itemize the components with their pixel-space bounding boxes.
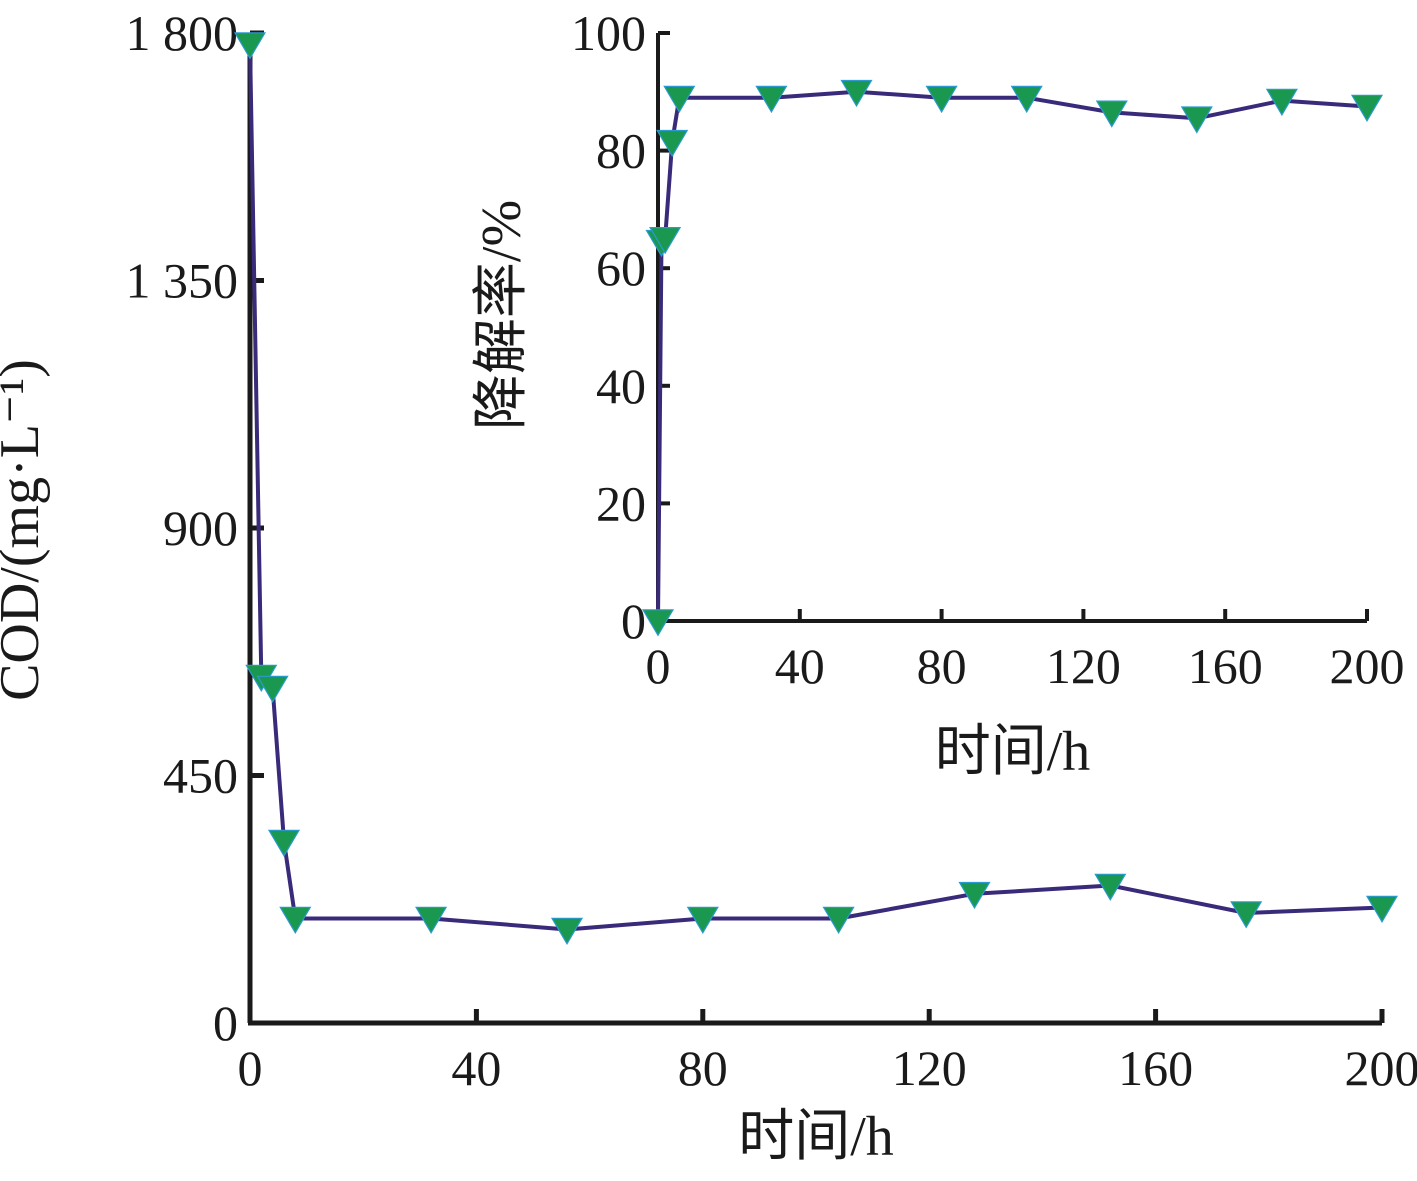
inset-series-line [656, 89, 1368, 622]
inset-data-point [649, 227, 682, 255]
inset-data-point [656, 129, 689, 158]
main-data-point [958, 881, 991, 910]
main-x-tick-label: 80 [678, 1040, 728, 1096]
inset-data-point [1265, 88, 1298, 117]
inset-x-tick-label: 0 [646, 638, 671, 694]
inset-x-tick-label: 160 [1188, 638, 1263, 694]
main-x-tick-label: 200 [1345, 1040, 1417, 1096]
main-data-point [415, 906, 448, 934]
main-x-tick-label: 40 [451, 1040, 501, 1096]
inset-data-point [641, 609, 675, 637]
inset-y-tick-label: 100 [571, 5, 646, 61]
main-x-tick-label: 160 [1118, 1040, 1193, 1096]
main-y-tick-label: 450 [163, 748, 238, 804]
inset-chart: 0 20 40 60 80 100 0 40 80 120 160 200 时间/h 降解率/% [471, 5, 1405, 783]
main-x-tick-label: 0 [238, 1040, 263, 1096]
inset-x-axis-title: 时间/h [935, 721, 1091, 783]
main-y-tick-label: 1 800 [126, 5, 239, 61]
main-data-point [1094, 873, 1127, 901]
main-data-point [279, 906, 312, 934]
main-data-point [233, 32, 267, 60]
main-x-axis-title: 时间/h [738, 1106, 894, 1168]
inset-y-tick-label: 20 [596, 475, 646, 531]
inset-y-tick-label: 0 [621, 593, 646, 649]
main-x-tick-label: 120 [892, 1040, 967, 1096]
inset-data-point [755, 85, 788, 114]
inset-y-tick-label: 80 [596, 123, 646, 179]
main-series-line [248, 43, 1383, 932]
inset-y-tick-label: 40 [596, 358, 646, 414]
inset-data-point [925, 85, 958, 114]
inset-data-point [840, 79, 873, 108]
inset-x-tick-label: 200 [1330, 638, 1405, 694]
inset-data-point [1010, 85, 1043, 114]
main-data-point [686, 906, 719, 934]
main-data-point [256, 675, 289, 703]
inset-x-tick-label: 80 [917, 638, 967, 694]
main-y-tick-label: 0 [213, 995, 238, 1051]
main-y-tick-label: 1 350 [126, 253, 239, 309]
inset-x-tick-label: 120 [1046, 638, 1121, 694]
main-data-point [267, 829, 301, 857]
inset-x-tick-label: 40 [775, 638, 825, 694]
main-y-tick-label: 900 [163, 500, 238, 556]
main-data-point [1365, 895, 1399, 923]
inset-y-axis-title: 降解率/% [471, 200, 533, 430]
inset-data-point [1095, 100, 1128, 128]
main-data-point [1230, 901, 1263, 929]
main-data-point [550, 917, 584, 945]
inset-y-tick-label: 60 [596, 240, 646, 296]
inset-data-point [1180, 106, 1213, 134]
main-data-point [822, 906, 855, 934]
inset-data-point [1350, 94, 1384, 122]
main-y-axis-title: COD/(mg·L⁻¹) [0, 359, 51, 701]
inset-data-point [663, 85, 696, 114]
